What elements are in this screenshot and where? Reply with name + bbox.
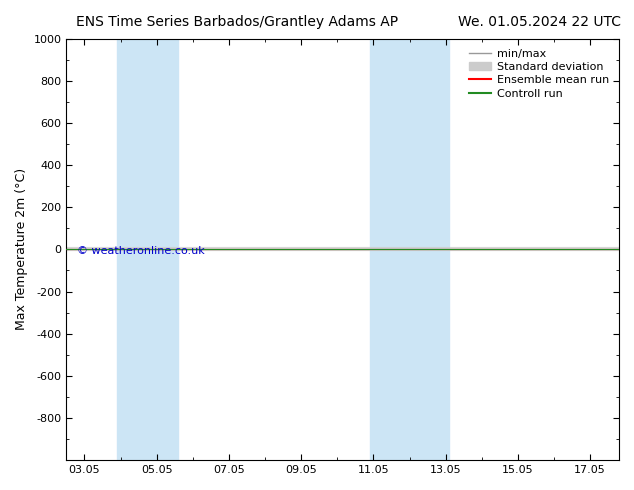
Y-axis label: Max Temperature 2m (°C): Max Temperature 2m (°C) bbox=[15, 168, 28, 330]
Text: We. 01.05.2024 22 UTC: We. 01.05.2024 22 UTC bbox=[458, 15, 621, 29]
Bar bbox=[370, 39, 450, 460]
Text: © weatheronline.co.uk: © weatheronline.co.uk bbox=[77, 246, 205, 256]
Text: ENS Time Series Barbados/Grantley Adams AP: ENS Time Series Barbados/Grantley Adams … bbox=[76, 15, 398, 29]
Bar bbox=[117, 39, 178, 460]
Legend: min/max, Standard deviation, Ensemble mean run, Controll run: min/max, Standard deviation, Ensemble me… bbox=[465, 44, 614, 103]
